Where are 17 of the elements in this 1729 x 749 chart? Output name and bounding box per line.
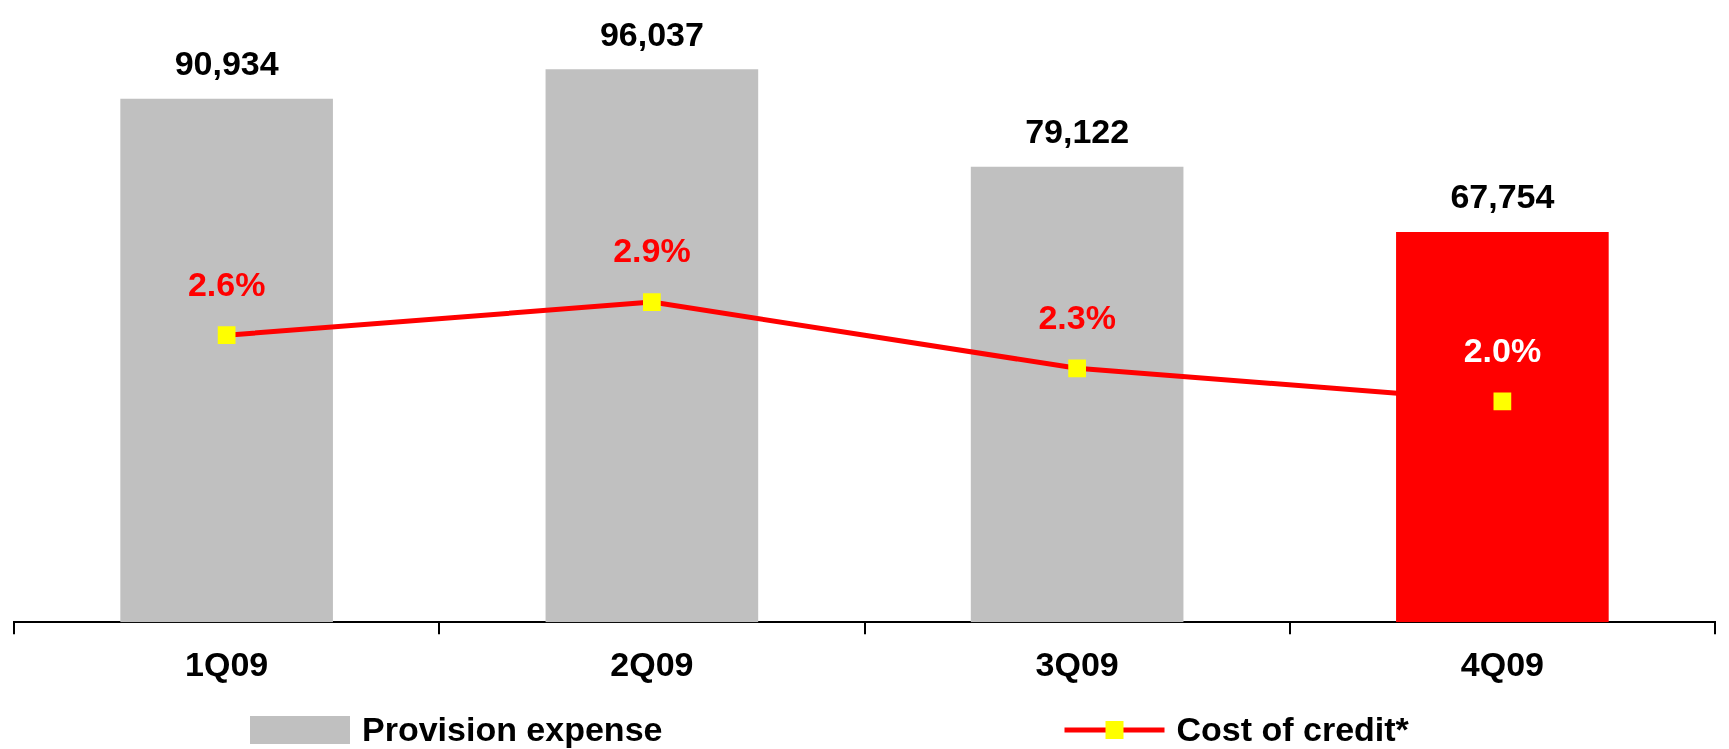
data-label: 2.9%	[613, 231, 691, 270]
x-tick-label: 1Q09	[185, 644, 269, 683]
x-tick-label: 4Q09	[1460, 644, 1544, 683]
data-label: 96,037	[599, 14, 704, 53]
x-tick-label: 3Q09	[1035, 644, 1119, 683]
bar	[120, 98, 333, 623]
data-label: 2.6%	[187, 264, 266, 303]
data-label: 2.0%	[1463, 330, 1542, 369]
data-label: 79,122	[1025, 112, 1130, 151]
data-label: 90,934	[174, 44, 279, 83]
data-label: 2.3%	[1038, 297, 1116, 336]
bar	[970, 166, 1184, 623]
legend-label: Cost of credit*	[1176, 710, 1410, 749]
data-label: 67,754	[1450, 177, 1555, 216]
x-tick-label: 2Q09	[610, 644, 694, 683]
legend-label: Provision expense	[362, 710, 663, 749]
bar	[545, 69, 759, 623]
